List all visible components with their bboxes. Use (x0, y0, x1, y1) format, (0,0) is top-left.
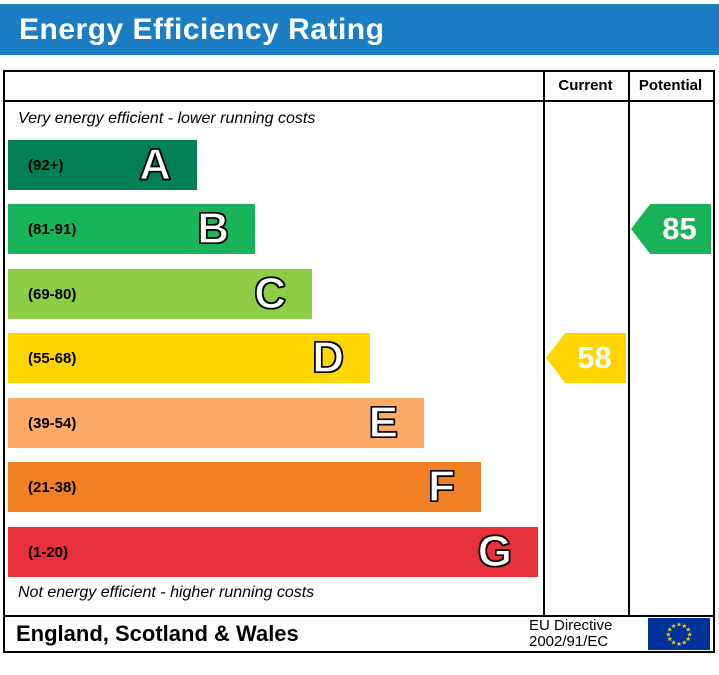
eu-directive-text: EU Directive 2002/91/EC (529, 618, 612, 650)
band-range: (39-54) (28, 414, 77, 432)
chart-title: Energy Efficiency Rating (19, 12, 385, 46)
band-row-f: (21-38) F (8, 461, 481, 512)
svg-text:★: ★ (667, 626, 673, 634)
region-label: England, Scotland & Wales (16, 621, 299, 646)
eu-flag-icon: ★ ★ ★ ★ ★ ★ ★ ★ ★ ★ ★ ★ (648, 618, 710, 650)
band-row-a: (92+) A (8, 139, 197, 190)
band-range: (1-20) (28, 543, 69, 561)
footer-divider (5, 615, 713, 617)
band-range: (69-80) (28, 285, 77, 303)
column-divider (628, 72, 630, 617)
chart-header: Energy Efficiency Rating (0, 4, 719, 55)
band-letter: C (254, 268, 287, 318)
svg-text:★: ★ (685, 635, 691, 643)
header-row-divider (5, 100, 713, 102)
top-note: Very energy efficient - lower running co… (18, 110, 316, 127)
current-rating-value: 58 (577, 340, 612, 375)
potential-rating-arrow: 85 (631, 204, 711, 254)
svg-text:★: ★ (681, 622, 687, 630)
band-row-g: (1-20) G (8, 526, 538, 577)
svg-text:★: ★ (687, 631, 693, 639)
current-rating-arrow: 58 (546, 333, 626, 383)
band-letter: G (477, 526, 512, 576)
svg-text:★: ★ (685, 626, 691, 634)
eu-directive-line2: 2002/91/EC (529, 633, 609, 650)
band-range: (21-38) (28, 478, 77, 496)
band-range: (55-68) (28, 349, 77, 367)
rating-table: Current Potential Very energy efficient … (3, 70, 715, 653)
eu-directive-line1: EU Directive (529, 617, 613, 634)
potential-column-header: Potential (638, 77, 703, 94)
band-letter: D (312, 332, 345, 382)
column-divider (543, 72, 545, 617)
svg-text:★: ★ (667, 635, 673, 643)
svg-text:★: ★ (671, 622, 677, 630)
band-letter: A (139, 139, 172, 189)
band-row-c: (69-80) C (8, 268, 312, 319)
band-letter: B (197, 203, 230, 253)
band-letter: E (368, 397, 399, 447)
svg-text:★: ★ (681, 639, 687, 647)
svg-text:★: ★ (665, 631, 671, 639)
band-row-e: (39-54) E (8, 397, 424, 448)
svg-text:★: ★ (676, 621, 682, 629)
band-letter: F (428, 461, 456, 511)
current-column-header: Current (558, 77, 613, 94)
bottom-note: Not energy efficient - higher running co… (18, 584, 315, 601)
band-range: (81-91) (28, 220, 77, 238)
band-row-b: (81-91) B (8, 203, 255, 254)
svg-text:★: ★ (671, 639, 677, 647)
band-row-d: (55-68) D (8, 332, 370, 383)
band-range: (92+) (28, 156, 64, 174)
potential-rating-value: 85 (662, 211, 697, 246)
svg-text:★: ★ (676, 640, 682, 648)
